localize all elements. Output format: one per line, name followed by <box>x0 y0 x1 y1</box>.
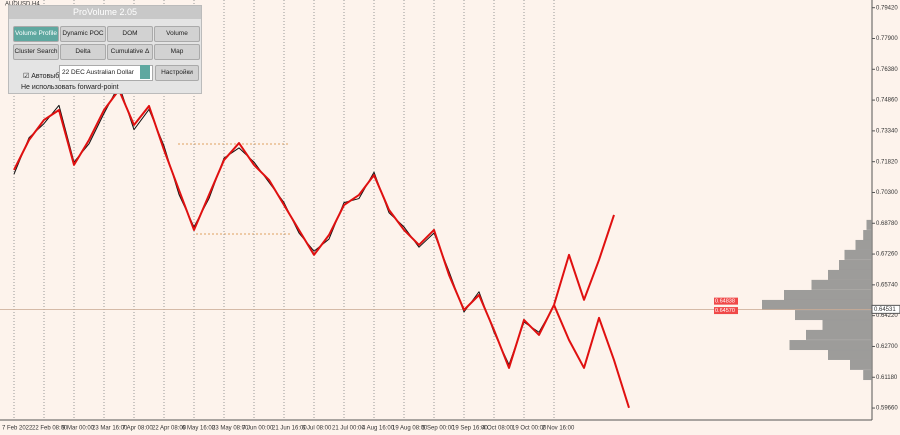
volume-bar <box>855 239 872 250</box>
y-tick-label: 0.59660 <box>876 406 898 412</box>
x-tick-label: 7 Apr 08:00 <box>122 426 153 432</box>
autoselect-checkbox[interactable]: ☑ Автовыбор <box>23 73 68 80</box>
x-tick-label: 21 Jun 16:00 <box>272 426 307 432</box>
y-tick-label: 0.65740 <box>876 282 898 288</box>
checkbox-label: Автовыбор <box>31 73 68 80</box>
y-tick-label: 0.64220 <box>876 313 898 319</box>
x-tick-label: 19 Sep 16:00 <box>452 426 488 432</box>
volume-bar <box>784 289 872 300</box>
chart-title: AUDUSD,H4 <box>5 2 40 8</box>
tool-button[interactable]: Dynamic POC <box>60 26 106 42</box>
x-tick-label: 9 Mar 00:00 <box>62 426 95 432</box>
y-tick-label: 0.67260 <box>876 252 898 258</box>
x-tick-label: 7 Feb 2022 <box>2 426 33 432</box>
y-tick-label: 0.61180 <box>876 375 898 381</box>
tool-button[interactable]: Volume Profile <box>13 26 59 42</box>
zigzag-line <box>13 88 555 369</box>
x-tick-label: 19 Oct 00:00 <box>512 426 547 432</box>
y-tick-label: 0.74860 <box>876 98 898 104</box>
price-box <box>714 297 738 305</box>
instrument-select[interactable]: 22 DEC Australian Dollar <box>59 65 153 81</box>
x-tick-label: 6 Jul 08:00 <box>302 426 332 432</box>
volume-bar <box>839 260 872 271</box>
volume-bar <box>863 230 872 241</box>
x-tick-label: 5 Sep 00:00 <box>422 426 455 432</box>
y-tick-label: 0.76380 <box>876 67 898 73</box>
x-tick-label: 21 Jul 00:00 <box>332 426 365 432</box>
y-tick-label: 0.68780 <box>876 221 898 227</box>
volume-bar <box>795 310 872 321</box>
volume-bar <box>863 370 872 381</box>
tool-button[interactable]: Delta <box>60 44 106 60</box>
x-tick-label: 4 Aug 16:00 <box>362 426 395 432</box>
tool-button[interactable]: Cluster Search <box>13 44 59 60</box>
volume-bar <box>850 359 872 370</box>
volume-bar <box>789 340 872 351</box>
zigzag-line <box>553 304 630 409</box>
current-price-box <box>871 304 900 314</box>
tool-button[interactable]: Map <box>154 44 200 60</box>
y-tick-label: 0.70300 <box>876 190 898 196</box>
volume-bar <box>811 279 872 290</box>
current-price-label: 0.64531 <box>874 307 896 313</box>
x-tick-label: 4 Oct 08:00 <box>482 426 514 432</box>
option-text: Не использовать forward-point <box>21 84 119 91</box>
select-arrow[interactable] <box>140 65 150 79</box>
volume-bar <box>822 319 872 330</box>
x-tick-label: 7 Jun 00:00 <box>242 426 274 432</box>
tool-button[interactable]: Cumulative Δ <box>107 44 153 60</box>
zigzag-line <box>553 214 615 306</box>
volume-bar <box>828 349 872 360</box>
price-label: 0.64570 <box>715 308 735 314</box>
provolume-panel: ProVolume 2.05 ☑ Автовыбор 22 DEC Austra… <box>8 5 202 94</box>
y-tick-label: 0.77900 <box>876 36 898 42</box>
tool-button[interactable]: DOM <box>107 26 153 42</box>
price-box <box>714 307 738 315</box>
x-tick-label: 2 Nov 16:00 <box>542 426 575 432</box>
panel-title: ProVolume 2.05 <box>9 6 201 19</box>
volume-bar <box>806 329 872 340</box>
y-tick-label: 0.71820 <box>876 159 898 165</box>
x-tick-label: 23 Mar 16:00 <box>92 426 128 432</box>
x-tick-label: 6 May 16:00 <box>182 426 216 432</box>
volume-bar <box>828 269 872 280</box>
y-tick-label: 0.62700 <box>876 344 898 350</box>
tool-button[interactable]: Volume <box>154 26 200 42</box>
x-tick-label: 22 Feb 08:00 <box>32 426 68 432</box>
settings-button[interactable]: Настройки <box>155 65 199 81</box>
volume-bar <box>762 299 872 310</box>
x-tick-label: 19 Aug 08:00 <box>392 426 428 432</box>
y-tick-label: 0.79420 <box>876 5 898 11</box>
volume-bar <box>844 249 872 260</box>
x-tick-label: 22 Apr 08:00 <box>152 426 187 432</box>
y-tick-label: 0.73340 <box>876 128 898 134</box>
price-line <box>13 84 555 366</box>
volume-bar <box>866 219 872 230</box>
x-tick-label: 23 May 08:00 <box>212 426 249 432</box>
price-label: 0.64838 <box>715 299 735 305</box>
